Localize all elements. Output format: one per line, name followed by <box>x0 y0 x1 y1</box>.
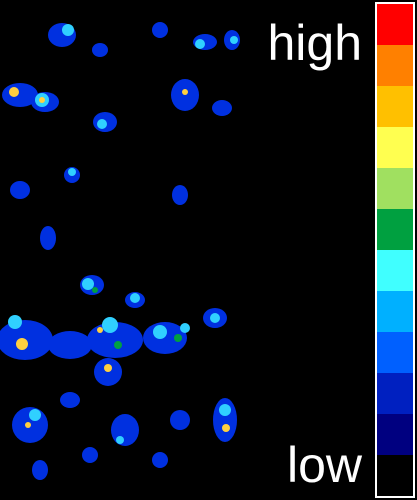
colorbar-segment <box>377 455 413 496</box>
high-label: high <box>267 15 362 71</box>
colorbar-segment <box>377 168 413 209</box>
colorbar-segment <box>377 127 413 168</box>
blobs-high <box>9 87 230 432</box>
colorbar-segment <box>377 332 413 373</box>
colorbar-frame <box>375 2 415 498</box>
colorbar <box>375 2 415 498</box>
colorbar-segment <box>377 45 413 86</box>
colorbar-segment <box>377 86 413 127</box>
colorbar-segment <box>377 4 413 45</box>
colorbar-segment <box>377 209 413 250</box>
heatmap <box>0 22 240 480</box>
colorbar-segment <box>377 373 413 414</box>
colorbar-segment <box>377 414 413 455</box>
blobs-mid <box>8 24 238 444</box>
colorbar-segment <box>377 250 413 291</box>
low-label: low <box>287 437 363 493</box>
colorbar-segment <box>377 291 413 332</box>
blobs-green <box>92 287 182 349</box>
